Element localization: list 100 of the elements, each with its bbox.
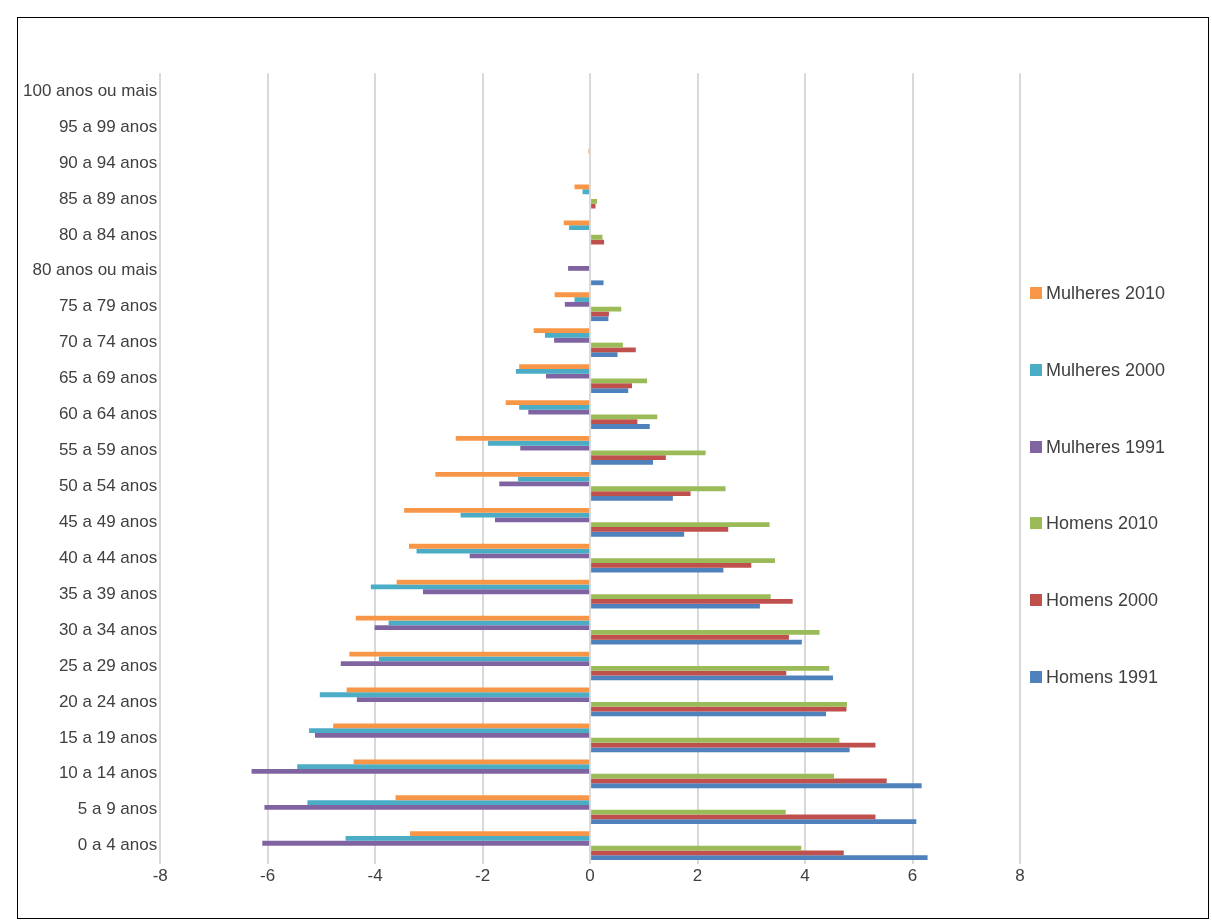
bar <box>564 301 590 307</box>
y-tick-label: 100 anos ou mais <box>23 80 158 100</box>
bar <box>314 733 590 738</box>
bar <box>345 836 590 841</box>
legend-label: Mulheres 2010 <box>1046 282 1166 306</box>
x-tick-label: 8 <box>1015 866 1025 886</box>
bar <box>374 625 590 631</box>
bar <box>505 400 590 405</box>
bar <box>591 814 876 820</box>
bar <box>554 292 590 298</box>
x-tick-label: 6 <box>907 866 918 886</box>
bar <box>591 495 673 501</box>
bar <box>591 783 922 789</box>
x-tick-label: -2 <box>475 866 491 886</box>
bar <box>591 819 917 825</box>
bar <box>264 804 590 810</box>
y-tick-label: 70 a 74 anos <box>58 332 158 352</box>
bar <box>591 531 685 537</box>
x-tick-label: 2 <box>692 866 703 886</box>
bar <box>591 855 928 861</box>
bar <box>591 630 820 635</box>
bar <box>591 198 598 204</box>
y-tick-label: 25 a 29 anos <box>58 655 158 675</box>
bar <box>455 436 590 441</box>
bar <box>309 728 590 734</box>
y-tick-label: 85 a 89 anos <box>58 188 158 208</box>
bar <box>422 589 590 595</box>
bar <box>591 424 650 429</box>
bar <box>554 337 590 343</box>
bar <box>378 656 590 662</box>
bar <box>591 666 830 671</box>
bar <box>488 440 590 446</box>
x-tick-label: 4 <box>800 866 810 886</box>
bar <box>404 507 590 513</box>
bar <box>409 543 590 549</box>
bar <box>591 558 775 564</box>
bar <box>591 737 840 743</box>
bar <box>591 306 622 312</box>
legend-label: Mulheres 1991 <box>1046 435 1166 459</box>
bar <box>591 634 789 640</box>
bar <box>396 579 590 585</box>
bar <box>544 333 590 338</box>
legend-label: Homens 1991 <box>1046 665 1159 689</box>
bar <box>591 773 835 779</box>
y-tick-label: 95 a 99 anos <box>58 116 158 136</box>
bar <box>591 388 629 393</box>
x-tick-label: -8 <box>152 866 168 886</box>
bar <box>460 512 590 518</box>
legend-label: Homens 2010 <box>1046 512 1159 536</box>
bar <box>591 347 636 353</box>
bar <box>591 603 760 609</box>
bar <box>333 723 590 729</box>
x-tick-label: -4 <box>367 866 383 886</box>
bar <box>395 795 590 801</box>
bar <box>410 831 590 837</box>
bar <box>591 598 793 604</box>
y-tick-label: 10 a 14 anos <box>58 763 158 783</box>
bar <box>591 491 691 496</box>
bar <box>591 203 596 209</box>
bar <box>591 460 653 465</box>
y-tick-label: 50 a 54 anos <box>58 476 158 496</box>
y-tick-label: 5 a 9 anos <box>77 799 158 819</box>
y-tick-label: 60 a 64 anos <box>58 404 158 424</box>
bar <box>519 364 590 369</box>
bar <box>574 297 590 302</box>
bar <box>356 697 590 702</box>
bar <box>591 563 752 568</box>
bar <box>533 328 590 334</box>
bar <box>591 450 706 456</box>
y-tick-label: 55 a 59 anos <box>58 440 158 460</box>
bar <box>546 373 590 379</box>
y-tick-label: 80 a 84 anos <box>58 224 158 244</box>
bar <box>591 527 729 532</box>
bar <box>262 840 590 846</box>
bar <box>582 189 590 195</box>
bar <box>519 404 590 410</box>
bar <box>591 383 633 389</box>
bar <box>591 234 603 240</box>
bar <box>591 522 770 528</box>
y-tick-label: 0 a 4 anos <box>77 835 158 855</box>
bar <box>591 701 847 707</box>
bar <box>319 692 590 698</box>
bar <box>591 455 666 461</box>
y-tick-label: 20 a 24 anos <box>58 691 158 711</box>
bar <box>340 661 590 666</box>
y-tick-label: 90 a 94 anos <box>58 152 158 172</box>
bar <box>568 266 590 271</box>
y-tick-label: 35 a 39 anos <box>58 583 158 603</box>
bar <box>591 706 847 712</box>
y-tick-label: 15 a 19 anos <box>58 727 158 747</box>
bar <box>591 594 771 599</box>
bar <box>388 620 590 626</box>
x-tick-label: -6 <box>260 866 276 886</box>
y-tick-label: 75 a 79 anos <box>58 296 158 316</box>
y-tick-label: 40 a 44 anos <box>58 547 158 567</box>
y-tick-label: 45 a 49 anos <box>58 511 158 531</box>
bar <box>435 471 590 477</box>
bar <box>591 316 609 322</box>
bar <box>591 747 850 753</box>
legend-label: Mulheres 2000 <box>1046 359 1166 382</box>
